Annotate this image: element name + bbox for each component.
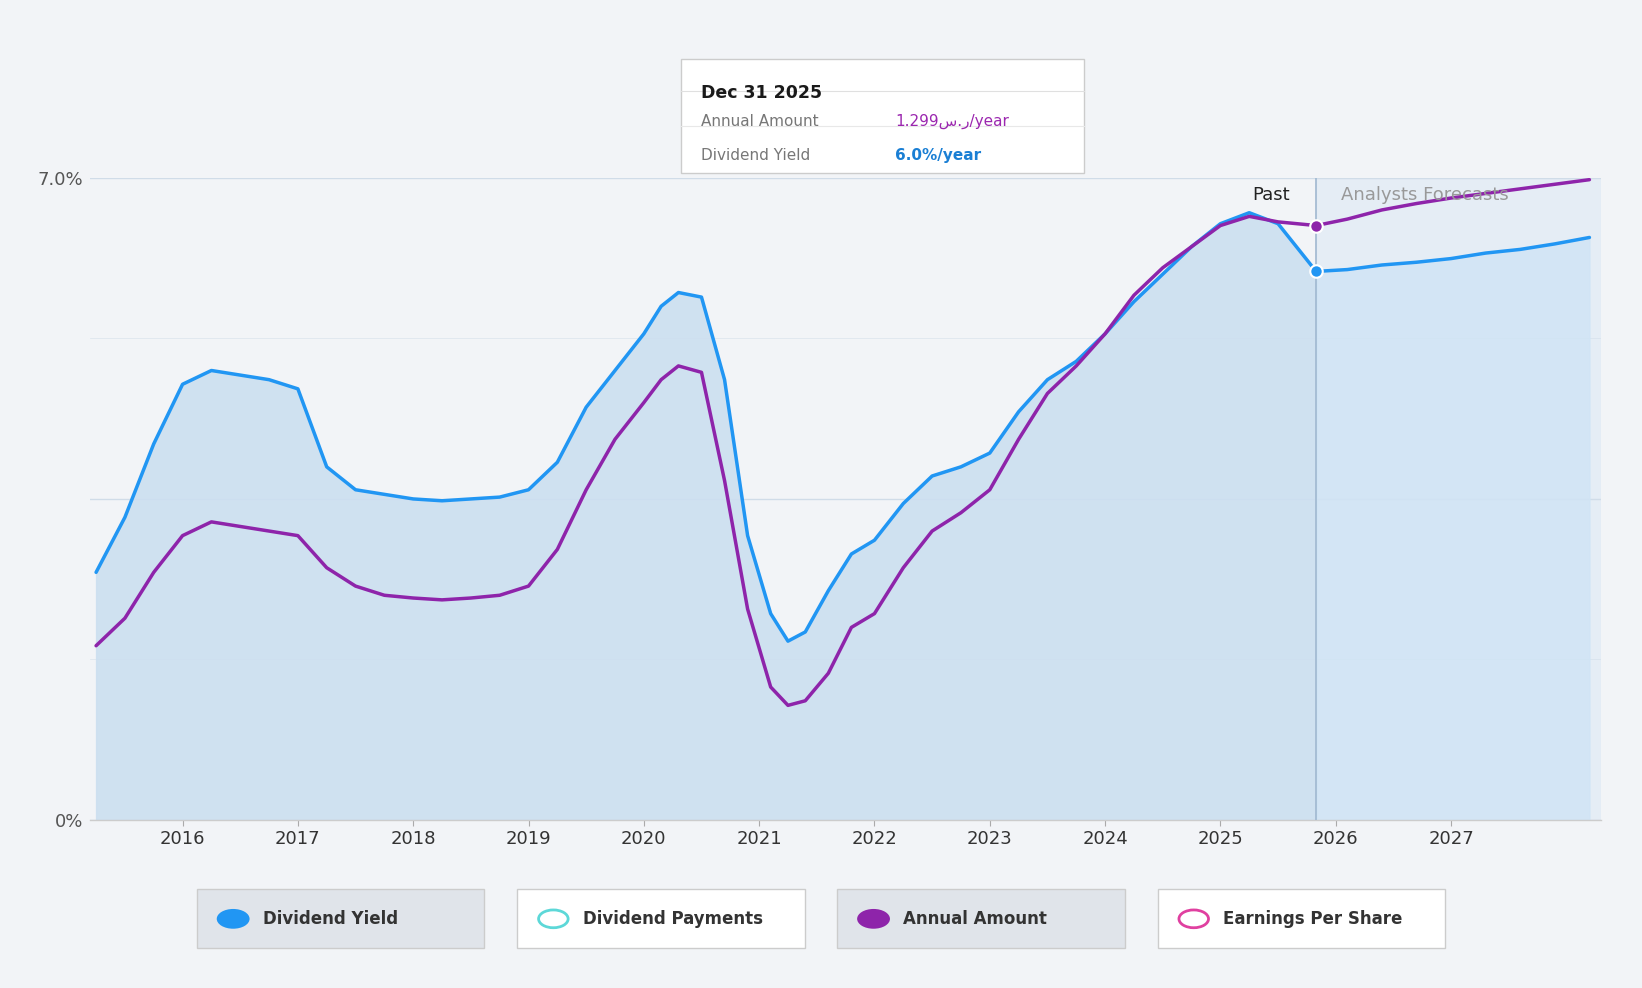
Text: Analysts Forecasts: Analysts Forecasts xyxy=(1342,186,1509,204)
Text: Dividend Yield: Dividend Yield xyxy=(263,910,397,928)
Text: Earnings Per Share: Earnings Per Share xyxy=(1223,910,1402,928)
Text: 1.299س.ر/year: 1.299س.ر/year xyxy=(895,114,1008,128)
Text: Dividend Payments: Dividend Payments xyxy=(583,910,764,928)
Text: Annual Amount: Annual Amount xyxy=(701,114,819,128)
Text: 6.0%/year: 6.0%/year xyxy=(895,148,980,163)
Bar xyxy=(1317,178,1601,820)
Text: Dec 31 2025: Dec 31 2025 xyxy=(701,84,823,102)
Text: Past: Past xyxy=(1251,186,1289,204)
Text: Dividend Yield: Dividend Yield xyxy=(701,148,811,163)
Text: Annual Amount: Annual Amount xyxy=(903,910,1048,928)
